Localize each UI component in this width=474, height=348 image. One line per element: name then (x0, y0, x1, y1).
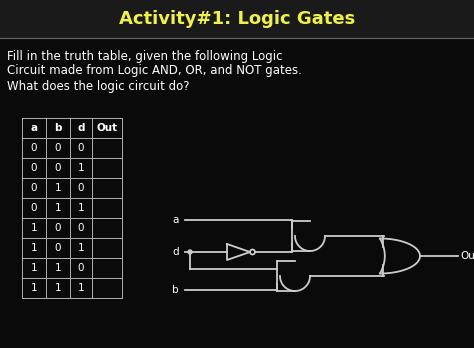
Text: What does the logic circuit do?: What does the logic circuit do? (7, 80, 190, 93)
Text: 1: 1 (55, 183, 61, 193)
Text: Activity#1: Logic Gates: Activity#1: Logic Gates (119, 10, 355, 28)
Text: 0: 0 (31, 143, 37, 153)
Text: 1: 1 (55, 263, 61, 273)
Text: 1: 1 (31, 263, 37, 273)
Text: b: b (172, 285, 179, 295)
Text: 0: 0 (55, 163, 61, 173)
Text: 0: 0 (55, 143, 61, 153)
Text: 0: 0 (78, 143, 84, 153)
Text: 1: 1 (78, 283, 84, 293)
Text: 1: 1 (31, 283, 37, 293)
Text: 1: 1 (78, 203, 84, 213)
Text: 0: 0 (31, 163, 37, 173)
Text: 1: 1 (55, 283, 61, 293)
Text: 1: 1 (31, 223, 37, 233)
Text: 0: 0 (31, 203, 37, 213)
Text: 0: 0 (31, 183, 37, 193)
Text: d: d (77, 123, 85, 133)
Text: d: d (172, 247, 179, 257)
Text: 0: 0 (78, 223, 84, 233)
Text: 1: 1 (31, 243, 37, 253)
Text: 1: 1 (78, 243, 84, 253)
Bar (0, 0, 474, 38)
Text: a: a (172, 215, 178, 225)
Text: b: b (54, 123, 62, 133)
Text: Circuit made from Logic AND, OR, and NOT gates.: Circuit made from Logic AND, OR, and NOT… (7, 64, 302, 77)
Text: 0: 0 (55, 243, 61, 253)
Text: Out: Out (460, 251, 474, 261)
Text: 0: 0 (78, 263, 84, 273)
Text: 0: 0 (78, 183, 84, 193)
Text: a: a (30, 123, 37, 133)
Text: 0: 0 (55, 223, 61, 233)
Text: 1: 1 (55, 203, 61, 213)
Text: Out: Out (96, 123, 118, 133)
Text: 1: 1 (78, 163, 84, 173)
Circle shape (188, 250, 192, 254)
Text: Fill in the truth table, given the following Logic: Fill in the truth table, given the follo… (7, 50, 283, 63)
